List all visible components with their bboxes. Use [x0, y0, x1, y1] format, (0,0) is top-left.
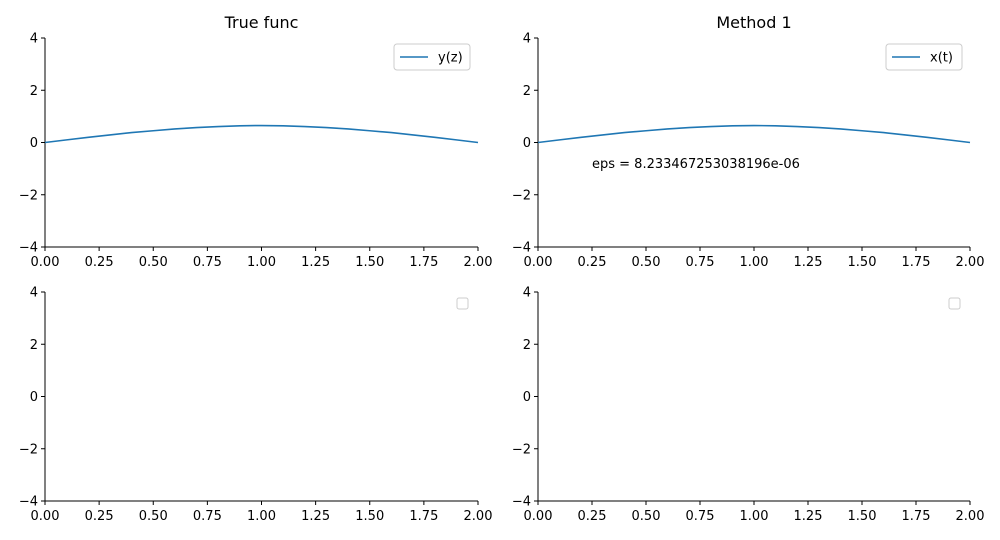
x-tick-label: 0.75 — [193, 255, 222, 270]
legend-box-empty — [948, 297, 961, 310]
x-tick-label: 1.00 — [740, 255, 769, 270]
legend-box — [885, 43, 963, 71]
y-tick-label: −4 — [19, 495, 38, 510]
y-tick-label: −4 — [19, 241, 38, 256]
y-tick-label: 2 — [30, 84, 38, 99]
x-tick-label: 1.25 — [301, 509, 330, 524]
x-tick-label: 1.00 — [247, 509, 276, 524]
x-tick-label: 0.75 — [686, 255, 715, 270]
y-tick-label: 0 — [523, 136, 531, 151]
subplot-title: True func — [224, 13, 299, 32]
x-tick-label: 2.00 — [464, 255, 493, 270]
x-tick-label: 0.50 — [139, 255, 168, 270]
legend-label: x(t) — [930, 51, 953, 66]
x-tick-label: 1.50 — [355, 509, 384, 524]
x-tick-label: 0.00 — [524, 509, 553, 524]
x-tick-label: 0.00 — [524, 255, 553, 270]
y-tick-label: −2 — [19, 188, 38, 203]
x-tick-label: 1.00 — [740, 509, 769, 524]
legend-box — [393, 43, 471, 71]
series-line-yz — [44, 124, 479, 144]
y-tick-label: 0 — [30, 390, 38, 405]
legend-label: y(z) — [438, 51, 463, 66]
legend-box-empty — [456, 297, 469, 310]
x-tick-label: 0.25 — [85, 255, 114, 270]
x-tick-label: 1.75 — [409, 255, 438, 270]
y-tick-label: 2 — [523, 338, 531, 353]
x-tick-label: 0.25 — [578, 509, 607, 524]
x-tick-label: 1.25 — [301, 255, 330, 270]
x-tick-label: 1.50 — [355, 255, 384, 270]
y-tick-label: 4 — [523, 32, 531, 47]
x-tick-label: 1.50 — [848, 255, 877, 270]
x-tick-label: 1.25 — [794, 255, 823, 270]
x-tick-label: 1.75 — [902, 509, 931, 524]
subplot-3: 0.00 0.25 0.50 0.75 1.00 1.25 1.50 1.75 2.00 4 2 0 −… — [19, 286, 493, 525]
y-tick-label: 4 — [30, 286, 38, 301]
subplot-1: True func 0.00 0.25 0.50 0.75 1.00 1.25 1.50 1.7… — [19, 13, 493, 270]
series-line-xt — [537, 124, 971, 144]
x-tick-label: 0.50 — [632, 255, 661, 270]
x-tick-label: 0.00 — [31, 255, 60, 270]
y-tick-label: −4 — [512, 495, 531, 510]
x-tick-label: 0.25 — [578, 255, 607, 270]
annotation-text: eps = 8.233467253038196e-06 — [592, 157, 800, 172]
y-tick-label: 4 — [30, 32, 38, 47]
y-tick-label: −2 — [512, 188, 531, 203]
y-tick-label: 0 — [30, 136, 38, 151]
x-tick-label: 0.75 — [686, 509, 715, 524]
subplot-4: 0.00 0.25 0.50 0.75 1.00 1.25 1.50 1.75 2.00 4 2 0 −… — [512, 286, 985, 525]
y-tick-label: −2 — [512, 442, 531, 457]
x-tick-label: 0.50 — [139, 509, 168, 524]
x-tick-label: 2.00 — [956, 509, 985, 524]
x-tick-label: 1.75 — [409, 509, 438, 524]
y-tick-label: −4 — [512, 241, 531, 256]
x-tick-label: 0.25 — [85, 509, 114, 524]
y-tick-label: 0 — [523, 390, 531, 405]
x-tick-label: 1.25 — [794, 509, 823, 524]
y-tick-label: −2 — [19, 442, 38, 457]
x-tick-label: 1.50 — [848, 509, 877, 524]
x-tick-label: 1.00 — [247, 255, 276, 270]
y-tick-label: 2 — [523, 84, 531, 99]
x-tick-label: 2.00 — [464, 509, 493, 524]
x-tick-label: 0.00 — [31, 509, 60, 524]
subplot-2: Method 1 0.00 0.25 0.50 0.75 1.00 1.25 1.50 1.75… — [512, 13, 985, 270]
y-tick-label: 4 — [523, 286, 531, 301]
x-tick-label: 1.75 — [902, 255, 931, 270]
x-tick-label: 0.75 — [193, 509, 222, 524]
y-tick-label: 2 — [30, 338, 38, 353]
subplot-title: Method 1 — [716, 13, 791, 32]
x-tick-label: 0.50 — [632, 509, 661, 524]
x-tick-label: 2.00 — [956, 255, 985, 270]
